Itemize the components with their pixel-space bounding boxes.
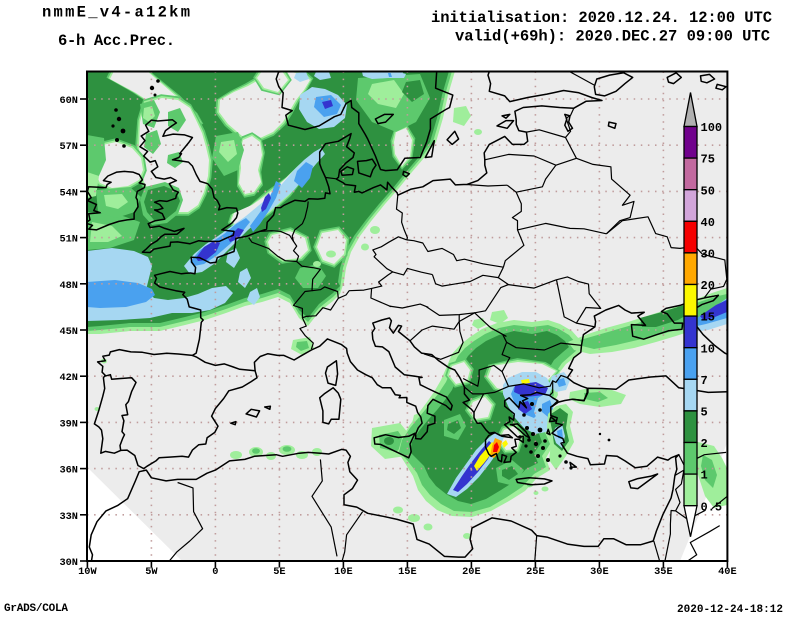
svg-text:30E: 30E: [590, 566, 609, 578]
svg-text:57N: 57N: [59, 141, 78, 153]
svg-text:54N: 54N: [59, 187, 78, 199]
svg-text:15: 15: [701, 311, 715, 325]
svg-text:5E: 5E: [273, 566, 285, 578]
svg-text:2: 2: [701, 437, 708, 451]
svg-text:30N: 30N: [59, 557, 78, 569]
svg-text:nmmE_v4-a12km: nmmE_v4-a12km: [42, 4, 190, 22]
svg-text:48N: 48N: [59, 280, 78, 292]
svg-text:45N: 45N: [59, 326, 78, 338]
svg-text:51N: 51N: [59, 234, 78, 246]
svg-text:42N: 42N: [59, 372, 78, 384]
svg-text:GrADS/COLA: GrADS/COLA: [4, 603, 68, 615]
svg-text:20: 20: [701, 279, 715, 293]
svg-text:25E: 25E: [526, 566, 545, 578]
svg-text:2020-12-24-18:12: 2020-12-24-18:12: [677, 604, 783, 616]
svg-text:5: 5: [701, 406, 708, 420]
svg-text:50: 50: [701, 184, 715, 198]
svg-text:10E: 10E: [334, 566, 353, 578]
svg-text:6-h Acc.Prec.: 6-h Acc.Prec.: [58, 32, 175, 50]
svg-text:100: 100: [701, 121, 723, 135]
svg-text:39N: 39N: [59, 418, 78, 430]
svg-text:40E: 40E: [718, 566, 737, 578]
svg-text:7: 7: [701, 374, 708, 388]
svg-text:10W: 10W: [78, 566, 97, 578]
svg-text:35E: 35E: [654, 566, 673, 578]
svg-text:10: 10: [701, 342, 715, 356]
svg-text:36N: 36N: [59, 465, 78, 477]
svg-text:30: 30: [701, 248, 715, 262]
svg-text:0: 0: [212, 566, 218, 578]
svg-text:1: 1: [701, 469, 708, 483]
svg-text:20E: 20E: [462, 566, 481, 578]
svg-text:5W: 5W: [145, 566, 158, 578]
svg-text:0.5: 0.5: [701, 500, 723, 514]
svg-text:initialisation: 2020.12.24. 1: initialisation: 2020.12.24. 12:00 UTC: [431, 9, 772, 27]
svg-text:60N: 60N: [59, 95, 78, 107]
svg-text:valid(+69h): 2020.DEC.27 09:00: valid(+69h): 2020.DEC.27 09:00 UTC: [455, 28, 770, 46]
svg-text:75: 75: [701, 153, 715, 167]
svg-text:15E: 15E: [398, 566, 417, 578]
svg-text:33N: 33N: [59, 511, 78, 523]
svg-text:40: 40: [701, 216, 715, 230]
